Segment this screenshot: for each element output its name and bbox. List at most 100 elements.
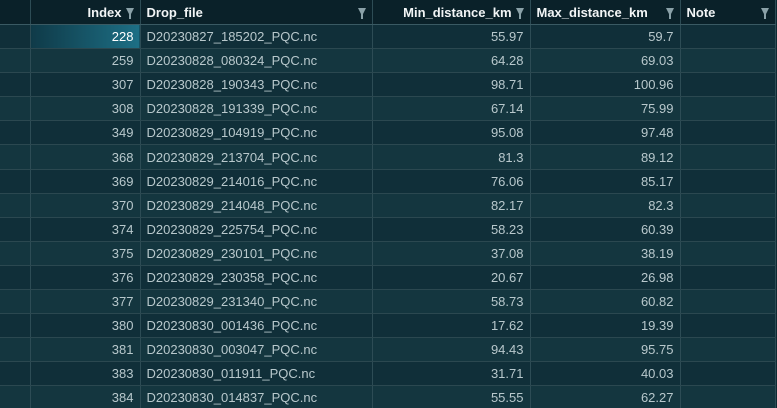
cell-note[interactable] [680, 144, 776, 170]
cell-drop-file[interactable]: D20230829_225754_PQC.nc [140, 217, 373, 242]
table-row[interactable]: 308 D20230828_191339_PQC.nc 67.14 75.99 [0, 96, 776, 122]
row-header-cell[interactable] [0, 313, 31, 339]
table-row[interactable]: 374 D20230829_225754_PQC.nc 58.23 60.39 [0, 217, 776, 242]
column-header-max-distance[interactable]: Max_distance_km [530, 0, 681, 25]
row-header-cell[interactable] [0, 72, 31, 98]
cell-note[interactable] [680, 385, 776, 408]
cell-drop-file[interactable]: D20230829_104919_PQC.nc [140, 120, 373, 146]
cell-drop-file[interactable]: D20230829_230101_PQC.nc [140, 241, 373, 266]
cell-drop-file[interactable]: D20230829_213704_PQC.nc [140, 144, 373, 170]
row-header-cell[interactable] [0, 120, 31, 146]
cell-index[interactable]: 376 [30, 265, 141, 291]
cell-min-distance[interactable]: 17.62 [372, 313, 531, 339]
cell-drop-file[interactable]: D20230828_080324_PQC.nc [140, 48, 373, 74]
cell-max-distance[interactable]: 95.75 [530, 337, 681, 363]
cell-index[interactable]: 259 [30, 48, 141, 74]
cell-min-distance[interactable]: 58.23 [372, 217, 531, 242]
cell-max-distance[interactable]: 19.39 [530, 313, 681, 339]
table-row[interactable]: 381 D20230830_003047_PQC.nc 94.43 95.75 [0, 337, 776, 363]
cell-max-distance[interactable]: 89.12 [530, 144, 681, 170]
column-header-note[interactable]: Note [680, 0, 776, 25]
cell-drop-file[interactable]: D20230828_191339_PQC.nc [140, 96, 373, 122]
cell-index[interactable]: 375 [30, 241, 141, 266]
cell-drop-file[interactable]: D20230829_214048_PQC.nc [140, 193, 373, 218]
cell-drop-file[interactable]: D20230830_014837_PQC.nc [140, 385, 373, 408]
cell-note[interactable] [680, 313, 776, 339]
cell-max-distance[interactable]: 60.39 [530, 217, 681, 242]
table-row[interactable]: 384 D20230830_014837_PQC.nc 55.55 62.27 [0, 385, 776, 408]
cell-min-distance[interactable]: 67.14 [372, 96, 531, 122]
cell-max-distance[interactable]: 40.03 [530, 361, 681, 387]
cell-drop-file[interactable]: D20230828_190343_PQC.nc [140, 72, 373, 98]
cell-drop-file[interactable]: D20230827_185202_PQC.nc [140, 24, 373, 50]
table-row[interactable]: 370 D20230829_214048_PQC.nc 82.17 82.3 [0, 193, 776, 218]
cell-note[interactable] [680, 337, 776, 363]
cell-min-distance[interactable]: 31.71 [372, 361, 531, 387]
cell-index[interactable]: 228 [30, 24, 141, 50]
table-row[interactable]: 376 D20230829_230358_PQC.nc 20.67 26.98 [0, 265, 776, 291]
filter-icon[interactable] [665, 8, 674, 19]
cell-max-distance[interactable]: 26.98 [530, 265, 681, 291]
row-header-cell[interactable] [0, 289, 31, 315]
cell-note[interactable] [680, 169, 776, 194]
cell-note[interactable] [680, 24, 776, 50]
row-header-cell[interactable] [0, 96, 31, 122]
cell-max-distance[interactable]: 60.82 [530, 289, 681, 315]
cell-note[interactable] [680, 289, 776, 315]
cell-note[interactable] [680, 193, 776, 218]
row-header-cell[interactable] [0, 144, 31, 170]
cell-max-distance[interactable]: 69.03 [530, 48, 681, 74]
table-row[interactable]: 349 D20230829_104919_PQC.nc 95.08 97.48 [0, 120, 776, 146]
table-row[interactable]: 369 D20230829_214016_PQC.nc 76.06 85.17 [0, 169, 776, 194]
filter-icon[interactable] [760, 8, 769, 19]
cell-drop-file[interactable]: D20230829_214016_PQC.nc [140, 169, 373, 194]
filter-icon[interactable] [515, 8, 524, 19]
cell-drop-file[interactable]: D20230829_231340_PQC.nc [140, 289, 373, 315]
row-header-cell[interactable] [0, 385, 31, 408]
filter-icon[interactable] [357, 8, 366, 19]
table-row[interactable]: 377 D20230829_231340_PQC.nc 58.73 60.82 [0, 289, 776, 315]
cell-min-distance[interactable]: 64.28 [372, 48, 531, 74]
cell-min-distance[interactable]: 98.71 [372, 72, 531, 98]
column-header-min-distance[interactable]: Min_distance_km [372, 0, 531, 25]
row-header-corner[interactable] [0, 0, 31, 25]
cell-min-distance[interactable]: 55.55 [372, 385, 531, 408]
cell-index[interactable]: 383 [30, 361, 141, 387]
table-row[interactable]: 228 D20230827_185202_PQC.nc 55.97 59.7 [0, 24, 776, 50]
cell-note[interactable] [680, 48, 776, 74]
column-header-index[interactable]: Index [30, 0, 141, 25]
cell-index[interactable]: 368 [30, 144, 141, 170]
cell-drop-file[interactable]: D20230830_003047_PQC.nc [140, 337, 373, 363]
cell-min-distance[interactable]: 82.17 [372, 193, 531, 218]
cell-index[interactable]: 380 [30, 313, 141, 339]
row-header-cell[interactable] [0, 361, 31, 387]
cell-drop-file[interactable]: D20230830_011911_PQC.nc [140, 361, 373, 387]
row-header-cell[interactable] [0, 48, 31, 74]
cell-note[interactable] [680, 96, 776, 122]
row-header-cell[interactable] [0, 265, 31, 291]
cell-note[interactable] [680, 361, 776, 387]
cell-max-distance[interactable]: 59.7 [530, 24, 681, 50]
cell-index[interactable]: 384 [30, 385, 141, 408]
cell-index[interactable]: 349 [30, 120, 141, 146]
cell-min-distance[interactable]: 95.08 [372, 120, 531, 146]
cell-max-distance[interactable]: 38.19 [530, 241, 681, 266]
cell-note[interactable] [680, 241, 776, 266]
cell-max-distance[interactable]: 82.3 [530, 193, 681, 218]
cell-note[interactable] [680, 120, 776, 146]
table-row[interactable]: 368 D20230829_213704_PQC.nc 81.3 89.12 [0, 144, 776, 170]
cell-max-distance[interactable]: 75.99 [530, 96, 681, 122]
cell-min-distance[interactable]: 58.73 [372, 289, 531, 315]
cell-index[interactable]: 377 [30, 289, 141, 315]
table-row[interactable]: 259 D20230828_080324_PQC.nc 64.28 69.03 [0, 48, 776, 74]
cell-note[interactable] [680, 217, 776, 242]
cell-max-distance[interactable]: 97.48 [530, 120, 681, 146]
cell-max-distance[interactable]: 62.27 [530, 385, 681, 408]
cell-min-distance[interactable]: 81.3 [372, 144, 531, 170]
cell-index[interactable]: 308 [30, 96, 141, 122]
table-row[interactable]: 375 D20230829_230101_PQC.nc 37.08 38.19 [0, 241, 776, 266]
table-row[interactable]: 380 D20230830_001436_PQC.nc 17.62 19.39 [0, 313, 776, 339]
cell-index[interactable]: 369 [30, 169, 141, 194]
table-row[interactable]: 383 D20230830_011911_PQC.nc 31.71 40.03 [0, 361, 776, 387]
cell-index[interactable]: 307 [30, 72, 141, 98]
